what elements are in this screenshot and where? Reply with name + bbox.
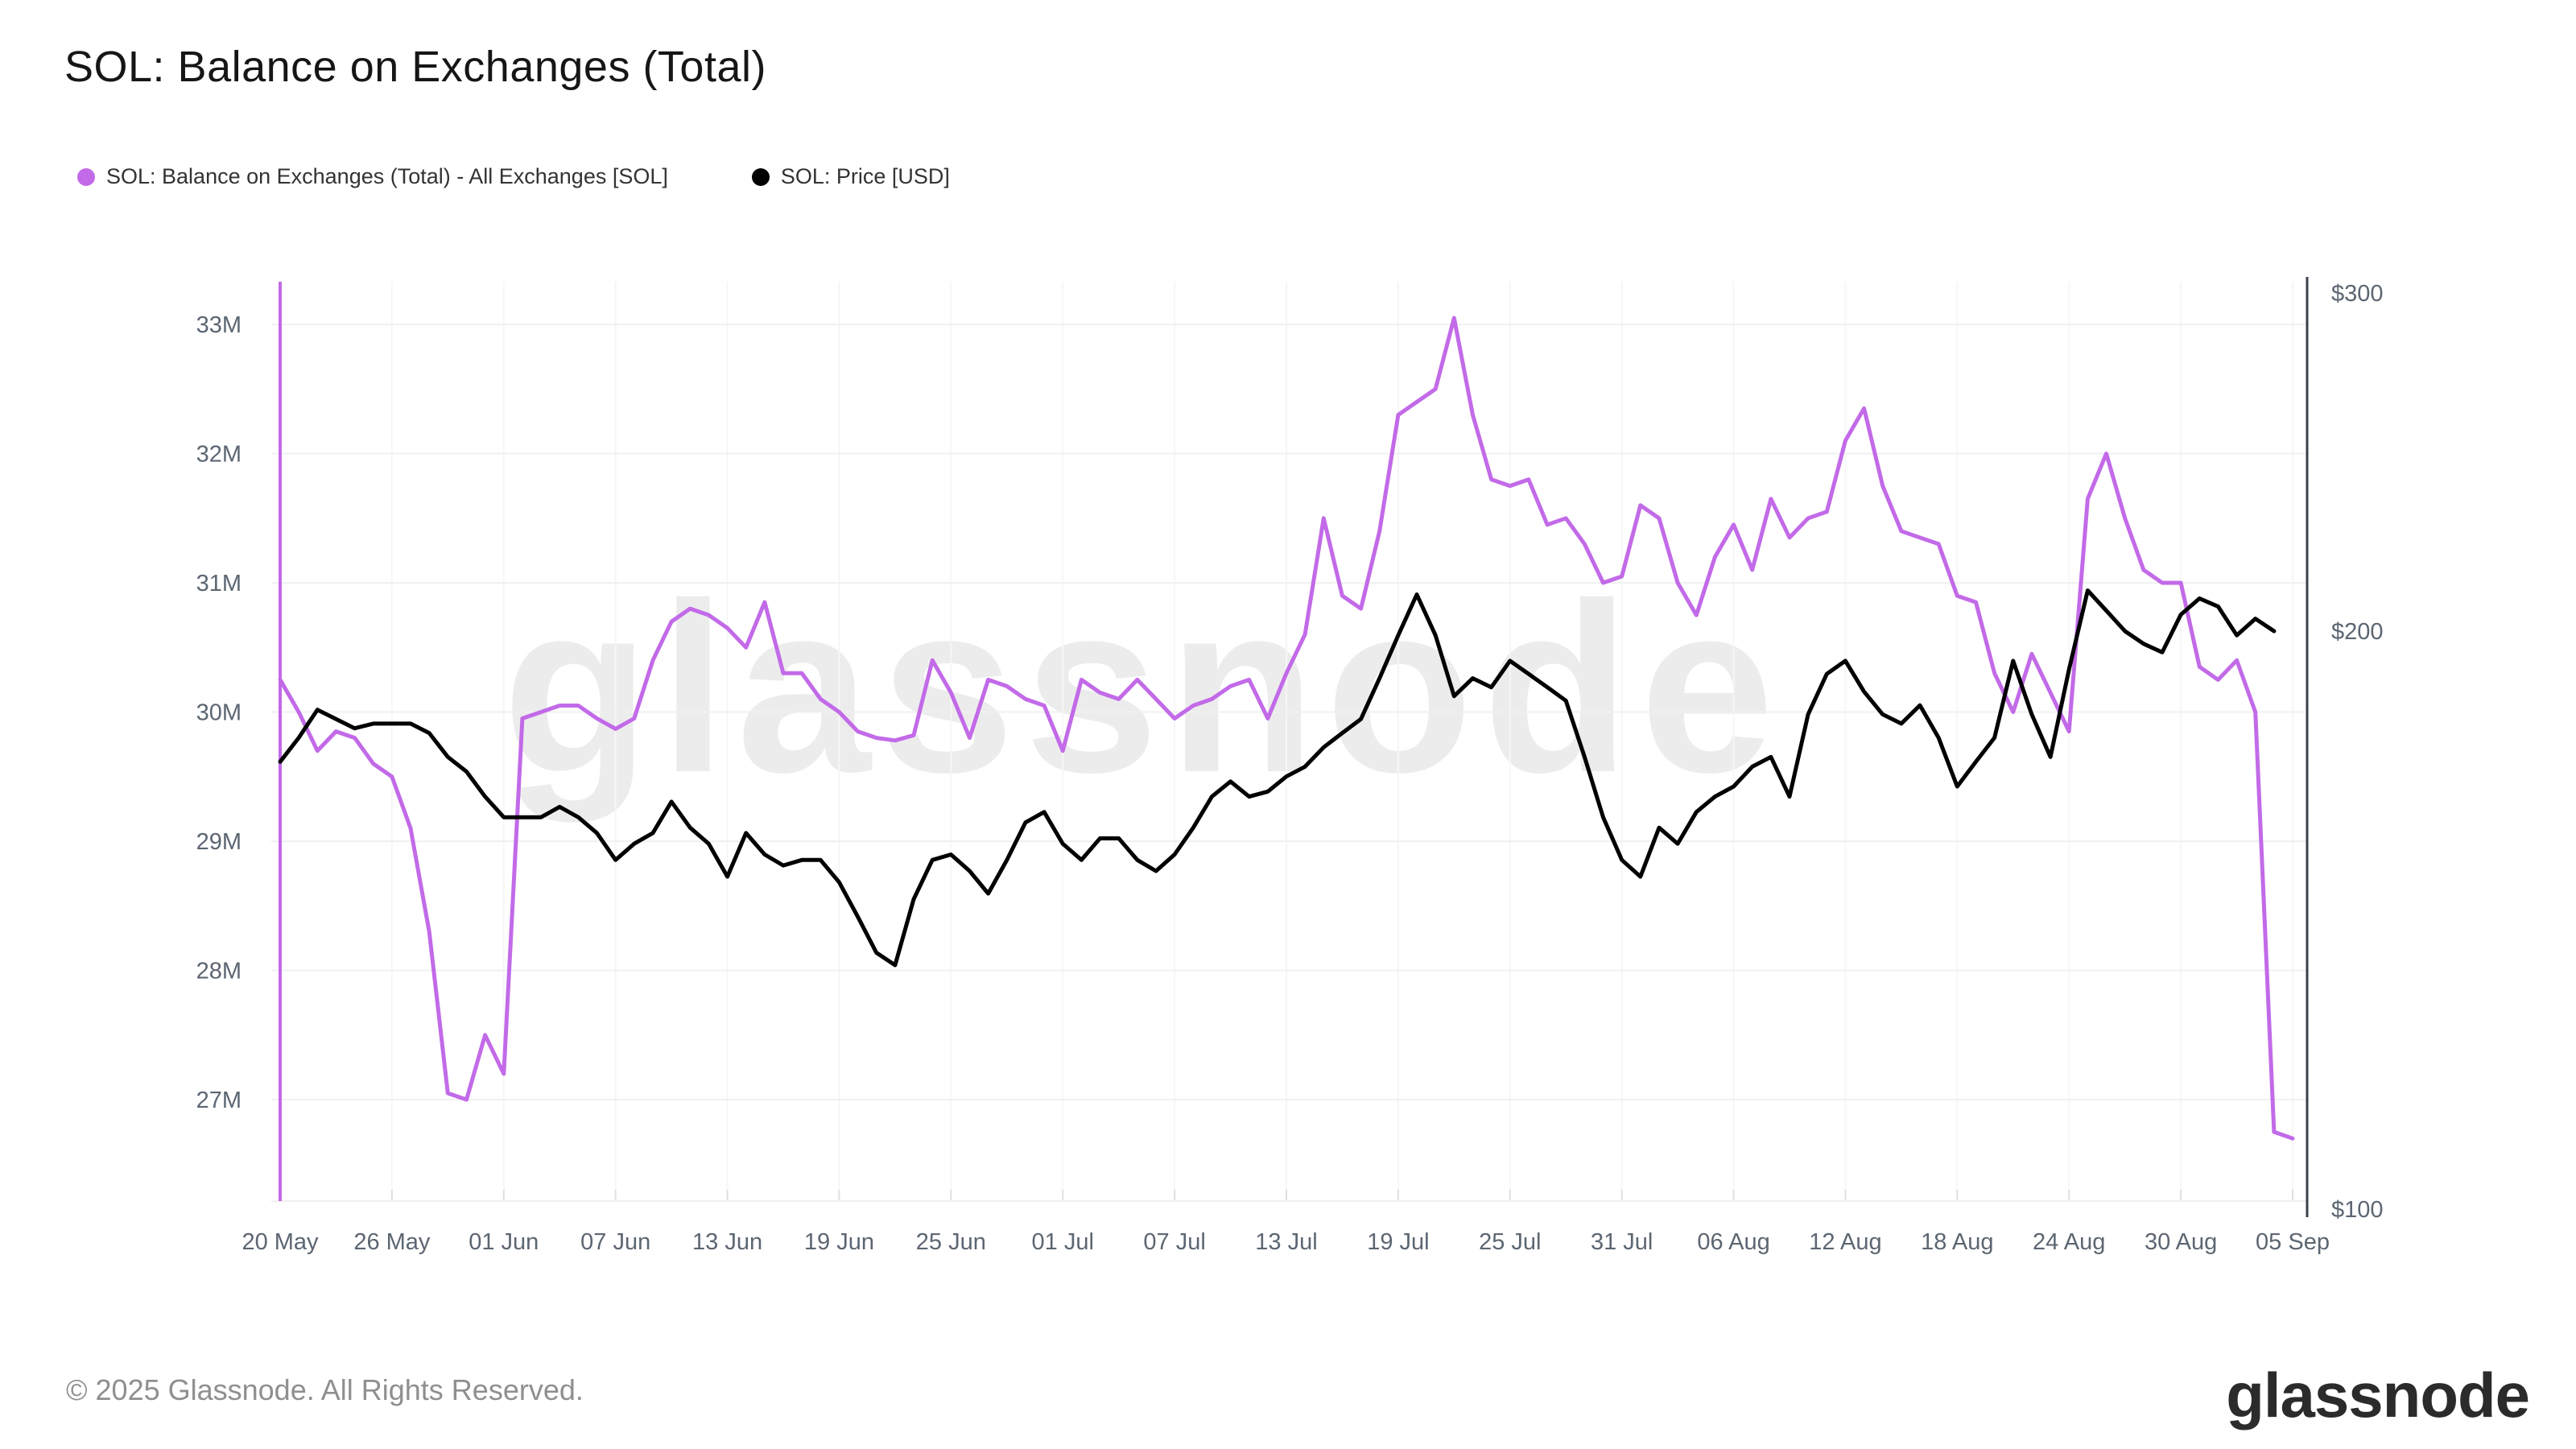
x-axis-tick-label: 13 Jun bbox=[692, 1229, 762, 1255]
page-title: SOL: Balance on Exchanges (Total) bbox=[64, 43, 766, 91]
left-axis-tick-label: 30M bbox=[196, 700, 242, 726]
x-axis-tick-label: 13 Jul bbox=[1255, 1229, 1317, 1255]
left-axis-tick-label: 28M bbox=[196, 959, 242, 985]
x-axis-tick-label: 26 May bbox=[353, 1229, 431, 1255]
x-axis-tick-label: 05 Sep bbox=[2256, 1229, 2330, 1255]
x-axis-tick-label: 01 Jul bbox=[1032, 1229, 1094, 1255]
x-axis-tick-label: 19 Jun bbox=[804, 1229, 874, 1255]
x-axis-tick-label: 01 Jun bbox=[469, 1229, 539, 1255]
right-axis-tick-label: $100 bbox=[2331, 1197, 2384, 1223]
legend-item-balance[interactable]: SOL: Balance on Exchanges (Total) - All … bbox=[77, 164, 668, 189]
legend-item-price[interactable]: SOL: Price [USD] bbox=[751, 164, 950, 189]
left-axis-tick-label: 31M bbox=[196, 571, 242, 597]
x-axis-tick-label: 25 Jun bbox=[916, 1229, 986, 1255]
legend: SOL: Balance on Exchanges (Total) - All … bbox=[77, 164, 950, 189]
legend-item-price-label: SOL: Price [USD] bbox=[780, 164, 950, 188]
balance-series-dot-icon bbox=[77, 167, 95, 186]
watermark-text: glassnode bbox=[502, 552, 1784, 824]
x-axis-tick-label: 07 Jul bbox=[1143, 1229, 1205, 1255]
balance-series-line[interactable] bbox=[278, 316, 2295, 1141]
x-axis-tick-label: 30 Aug bbox=[2145, 1229, 2217, 1255]
left-axis-tick-label: 27M bbox=[196, 1088, 242, 1113]
x-axis-tick-label: 18 Aug bbox=[1921, 1229, 1993, 1255]
right-axis-tick-label: $300 bbox=[2331, 281, 2384, 307]
legend-item-balance-label: SOL: Balance on Exchanges (Total) - All … bbox=[106, 164, 668, 188]
x-axis-tick-label: 25 Jul bbox=[1479, 1229, 1541, 1255]
right-axis-tick-label: $200 bbox=[2331, 619, 2384, 645]
price-series-line[interactable] bbox=[278, 588, 2277, 968]
x-axis-tick-label: 20 May bbox=[242, 1229, 319, 1255]
x-axis-tick-label: 12 Aug bbox=[1809, 1229, 1881, 1255]
left-axis-tick-label: 33M bbox=[196, 312, 242, 338]
left-axis-tick-label: 32M bbox=[196, 442, 242, 468]
x-axis-tick-label: 06 Aug bbox=[1697, 1229, 1769, 1255]
left-axis-tick-label: 29M bbox=[196, 829, 242, 855]
x-axis-tick-label: 19 Jul bbox=[1367, 1229, 1429, 1255]
x-axis-tick-label: 07 Jun bbox=[580, 1229, 650, 1255]
price-series-dot-icon bbox=[751, 167, 770, 186]
glassnode-logo: glassnode bbox=[2226, 1360, 2530, 1430]
x-axis-tick-label: 31 Jul bbox=[1591, 1229, 1653, 1255]
x-axis-tick-label: 24 Aug bbox=[2033, 1229, 2105, 1255]
copyright-text: © 2025 Glassnode. All Rights Reserved. bbox=[66, 1373, 584, 1406]
